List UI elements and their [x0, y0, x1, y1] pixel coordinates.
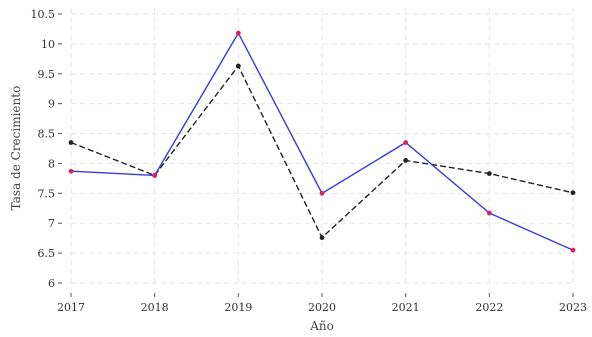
x-tick-label: 2017 [57, 301, 85, 314]
series-1-point [570, 247, 576, 253]
y-tick-label: 8 [48, 157, 55, 170]
x-axis: 2017 2018 2019 2020 2021 2022 2023 [57, 293, 587, 314]
grid [70, 8, 574, 286]
x-axis-title: Año [309, 319, 334, 333]
y-axis: 6 6.5 7 7.5 8 8.5 9 9.5 10 10.5 [31, 8, 62, 290]
series-2-point [570, 190, 576, 196]
x-tick-label: 2022 [475, 301, 503, 314]
y-tick-label: 6.5 [38, 247, 56, 260]
x-tick-label: 2021 [392, 301, 420, 314]
y-tick-label: 6 [48, 277, 55, 290]
y-tick-label: 10.5 [31, 8, 56, 21]
x-tick-label: 2019 [224, 301, 252, 314]
series-1-point [486, 210, 492, 216]
series-2-point [486, 171, 492, 177]
series-1-point [403, 140, 409, 145]
series-1-point [152, 172, 158, 178]
y-tick-label: 7 [48, 217, 55, 230]
series-2-point [235, 63, 241, 69]
series-2-point [403, 158, 409, 163]
y-tick-label: 9.5 [38, 68, 56, 81]
series-1-point [319, 190, 325, 196]
x-tick-label: 2020 [308, 301, 336, 314]
series-1 [68, 30, 576, 253]
y-tick-label: 8.5 [38, 128, 56, 141]
y-tick-label: 9 [48, 98, 55, 111]
series-2-point [319, 235, 325, 240]
y-axis-title: Tasa de Crecimiento [9, 86, 23, 211]
series-group [68, 30, 576, 253]
series-2-point [68, 140, 74, 145]
x-tick-label: 2023 [559, 301, 587, 314]
x-tick-label: 2018 [141, 301, 169, 314]
series-1-point [68, 168, 74, 174]
y-tick-label: 10 [41, 38, 55, 51]
series-1-point [235, 30, 241, 36]
y-tick-label: 7.5 [38, 187, 56, 200]
series-2 [68, 63, 576, 240]
